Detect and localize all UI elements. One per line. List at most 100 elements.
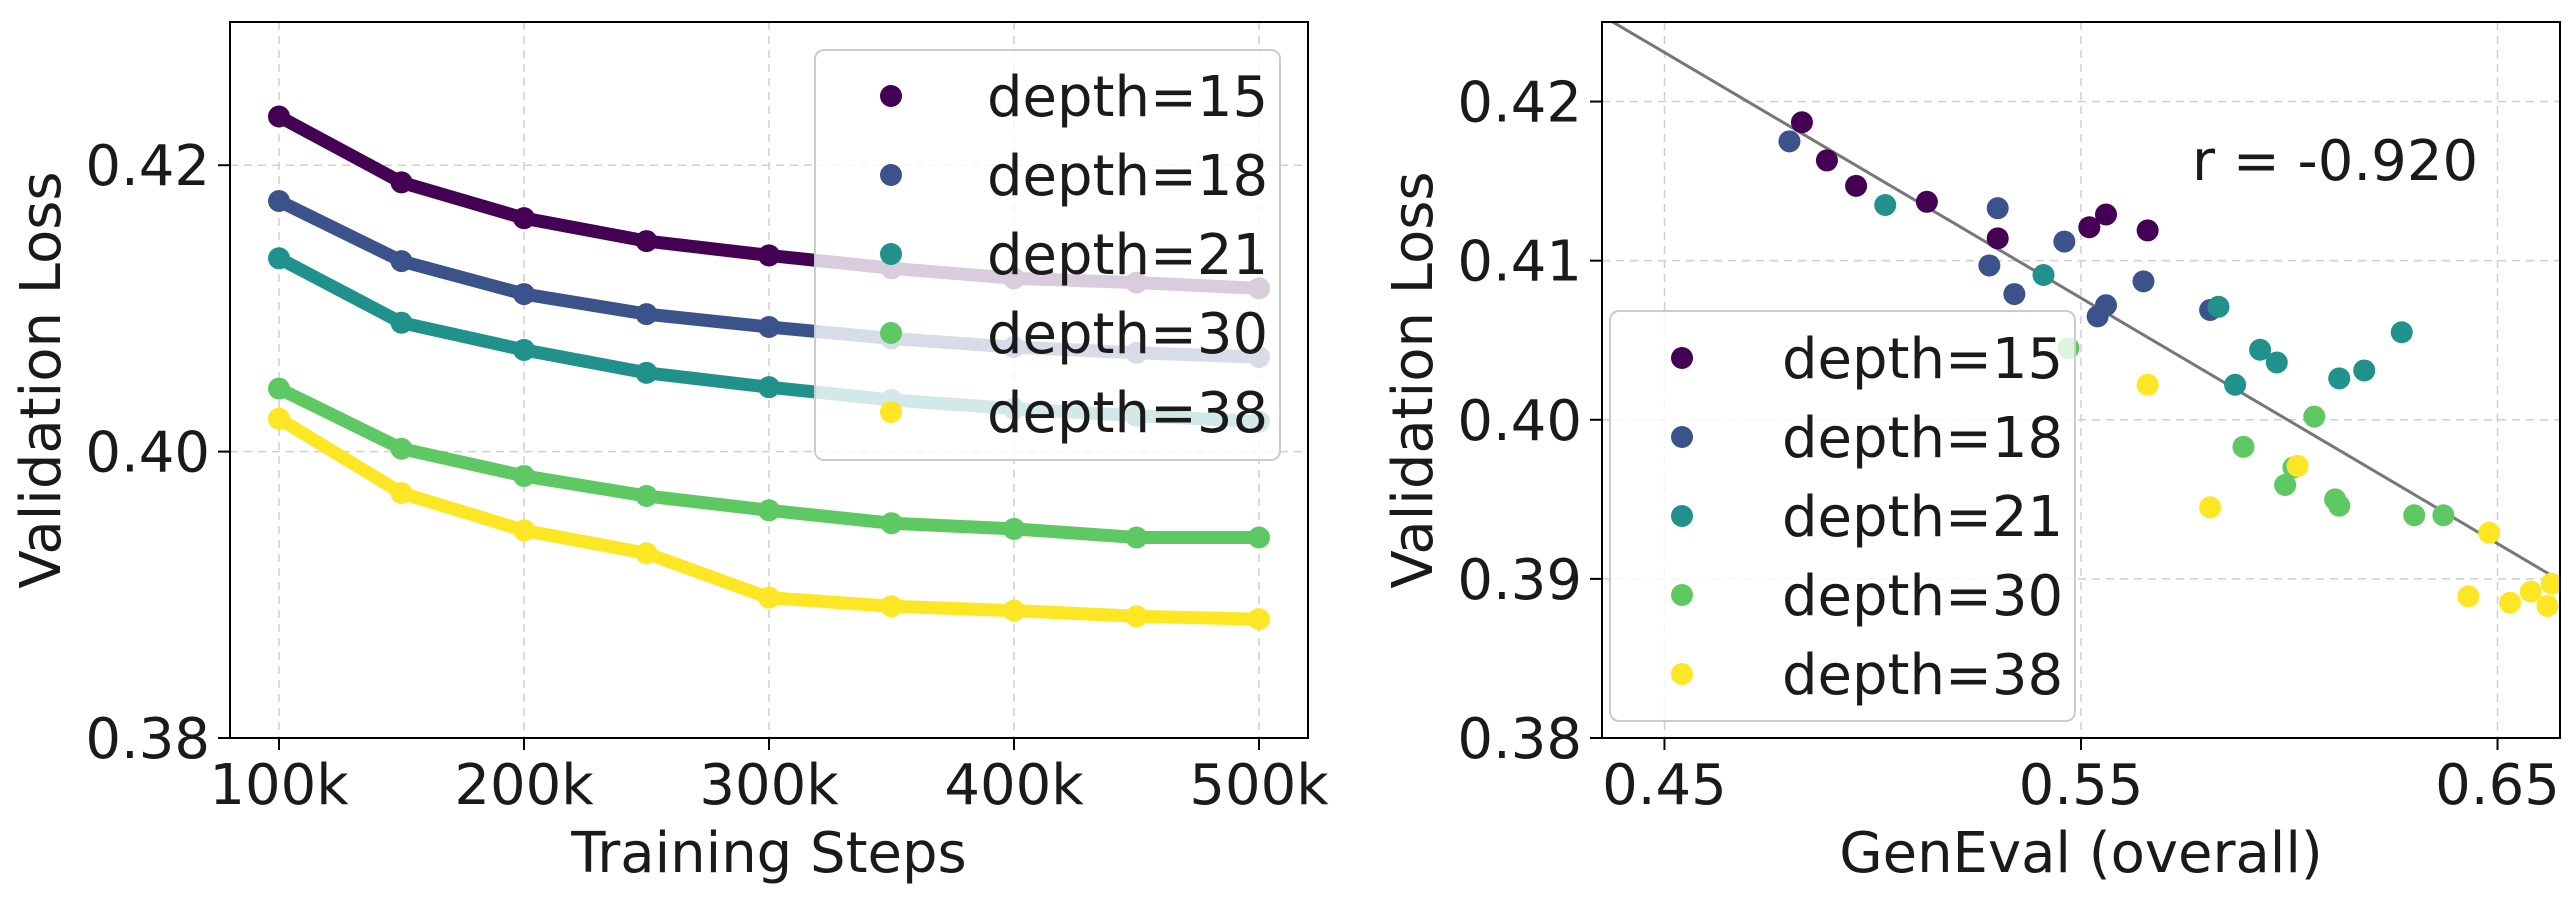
legend-box xyxy=(814,49,1281,461)
y-axis-label: Validation Loss xyxy=(9,171,74,588)
data-point xyxy=(513,207,535,230)
legend-label: depth=30 xyxy=(987,302,1268,367)
data-point xyxy=(2457,585,2480,608)
data-point xyxy=(513,464,535,487)
y-tick-label: 0.42 xyxy=(1457,71,1582,136)
data-point xyxy=(880,512,903,535)
right-chart: 0.45 0.55 0.65 0.38 0.39 0.40 0.41 0.42 GenEval … xyxy=(1381,21,2561,886)
x-tick-label: 500k xyxy=(1189,753,1329,818)
legend-box xyxy=(1609,310,2076,722)
data-point xyxy=(390,250,413,273)
data-point xyxy=(2094,203,2117,226)
data-point xyxy=(1978,254,2001,277)
series-depth-38 xyxy=(2136,373,2560,617)
data-point xyxy=(513,519,535,542)
data-point xyxy=(635,230,658,253)
data-point xyxy=(2286,454,2309,477)
data-point xyxy=(1874,193,1897,216)
data-point xyxy=(268,247,290,270)
data-point xyxy=(2328,367,2351,390)
y-tick-label: 0.38 xyxy=(85,707,210,772)
data-point xyxy=(1815,149,1838,172)
x-tick-label: 0.65 xyxy=(2435,753,2560,818)
legend-marker xyxy=(1671,347,1693,369)
y-tick-label: 0.38 xyxy=(1457,707,1582,772)
legend-marker xyxy=(880,401,902,423)
data-point xyxy=(1003,599,1025,622)
data-point xyxy=(758,244,780,267)
data-point xyxy=(2136,373,2159,396)
data-point xyxy=(268,377,290,400)
data-point xyxy=(268,190,290,212)
legend-marker xyxy=(880,243,902,265)
legend-label: depth=38 xyxy=(987,381,1268,446)
data-point xyxy=(2536,594,2559,617)
data-point xyxy=(2432,504,2455,527)
data-point xyxy=(1248,608,1270,631)
data-point xyxy=(2303,405,2326,428)
legend-marker xyxy=(1671,584,1693,606)
y-tick-label: 0.40 xyxy=(85,421,210,486)
x-tick-label: 400k xyxy=(944,753,1084,818)
data-point xyxy=(2249,338,2272,361)
data-point xyxy=(635,361,658,384)
data-point xyxy=(635,484,658,507)
data-point xyxy=(2078,216,2101,239)
legend: depth=15 depth=18 depth=21 depth=30 depth=38 xyxy=(1609,310,2076,722)
legend-label: depth=21 xyxy=(987,223,1268,288)
data-point xyxy=(2519,580,2542,603)
data-point xyxy=(2207,295,2230,318)
data-point xyxy=(1125,526,1148,549)
data-point xyxy=(2390,321,2413,344)
data-point xyxy=(758,586,780,609)
x-tick-label: 0.45 xyxy=(1602,753,1727,818)
axes-frame xyxy=(229,21,1309,739)
data-point xyxy=(1248,526,1270,549)
legend-label: depth=15 xyxy=(1782,327,2063,392)
data-point xyxy=(2403,504,2426,527)
y-axis-label: Validation Loss xyxy=(1381,171,1446,588)
data-point xyxy=(2132,270,2155,293)
legend-marker xyxy=(1671,505,1693,527)
data-point xyxy=(1790,111,1813,134)
data-point xyxy=(2232,435,2255,458)
legend-label: depth=21 xyxy=(1782,485,2063,550)
x-tick-label: 300k xyxy=(699,753,839,818)
data-point xyxy=(2328,494,2351,517)
series-depth-30 xyxy=(268,377,1270,549)
data-point xyxy=(2499,591,2522,614)
data-point xyxy=(513,283,535,306)
data-point xyxy=(2136,219,2159,242)
correlation-annotation: r = -0.920 xyxy=(2192,129,2478,194)
data-point xyxy=(1003,517,1025,540)
data-point xyxy=(1778,130,1801,153)
legend-marker xyxy=(1671,426,1693,448)
data-point xyxy=(2199,496,2222,519)
data-point xyxy=(390,311,413,334)
legend-marker xyxy=(880,164,902,186)
legend-label: depth=18 xyxy=(987,144,1268,209)
series-depth-30 xyxy=(2057,337,2455,527)
y-tick-label: 0.39 xyxy=(1457,548,1582,613)
data-point xyxy=(2224,373,2247,396)
legend: depth=15 depth=18 depth=21 depth=30 depth=38 xyxy=(814,49,1281,461)
y-tick-label: 0.42 xyxy=(85,134,210,199)
series-depth-38 xyxy=(268,407,1270,631)
data-point xyxy=(390,482,413,505)
axes-frame xyxy=(1601,21,2561,739)
left-chart: 100k 200k 300k 400k 500k 0.38 0.40 0.42 Training… xyxy=(9,21,1329,886)
y-tick-label: 0.41 xyxy=(1457,230,1582,295)
plot-area xyxy=(1609,22,2560,617)
data-point xyxy=(2053,230,2076,253)
data-point xyxy=(1986,197,2009,220)
data-point xyxy=(635,303,658,326)
data-point xyxy=(880,595,903,618)
fit-line xyxy=(1609,22,2560,582)
data-point xyxy=(2265,351,2288,374)
data-point xyxy=(2032,263,2055,286)
data-point xyxy=(2274,474,2297,497)
legend-marker xyxy=(880,85,902,107)
data-point xyxy=(758,499,780,522)
data-point xyxy=(1986,227,2009,250)
